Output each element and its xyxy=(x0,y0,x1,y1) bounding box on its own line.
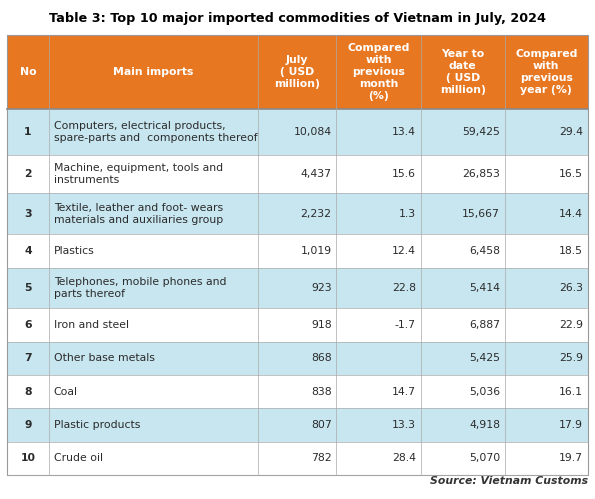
Bar xyxy=(7,194,588,234)
Text: 29.4: 29.4 xyxy=(559,127,583,137)
Text: 6,887: 6,887 xyxy=(469,320,500,330)
Bar xyxy=(7,375,588,408)
Bar xyxy=(7,267,588,308)
Bar xyxy=(7,342,588,375)
Text: Telephones, mobile phones and
parts thereof: Telephones, mobile phones and parts ther… xyxy=(54,277,226,299)
Text: Main imports: Main imports xyxy=(113,67,193,77)
Text: 2: 2 xyxy=(24,169,32,179)
Text: 14.4: 14.4 xyxy=(559,209,583,219)
Text: 26.3: 26.3 xyxy=(559,283,583,293)
Text: Other base metals: Other base metals xyxy=(54,353,155,363)
Text: Source: Vietnam Customs: Source: Vietnam Customs xyxy=(430,476,588,486)
Text: Textile, leather and foot- wears
materials and auxiliaries group: Textile, leather and foot- wears materia… xyxy=(54,203,223,225)
Text: 13.3: 13.3 xyxy=(392,420,416,430)
Text: 18.5: 18.5 xyxy=(559,246,583,256)
Text: 1,019: 1,019 xyxy=(300,246,331,256)
Bar xyxy=(336,35,421,109)
Text: Plastics: Plastics xyxy=(54,246,95,256)
Bar xyxy=(7,308,588,342)
Text: 10: 10 xyxy=(21,454,36,464)
Bar xyxy=(258,35,336,109)
Text: Compared
with
previous
year (%): Compared with previous year (%) xyxy=(515,49,578,95)
Text: 838: 838 xyxy=(311,387,331,397)
Text: 5,070: 5,070 xyxy=(469,454,500,464)
Text: 15.6: 15.6 xyxy=(392,169,416,179)
Text: July
( USD
million): July ( USD million) xyxy=(274,55,320,89)
Text: Coal: Coal xyxy=(54,387,78,397)
Text: 4,437: 4,437 xyxy=(300,169,331,179)
Text: 59,425: 59,425 xyxy=(462,127,500,137)
Text: 1.3: 1.3 xyxy=(399,209,416,219)
Text: 25.9: 25.9 xyxy=(559,353,583,363)
Text: Table 3: Top 10 major imported commodities of Vietnam in July, 2024: Table 3: Top 10 major imported commoditi… xyxy=(49,12,546,25)
Text: -1.7: -1.7 xyxy=(395,320,416,330)
Text: 807: 807 xyxy=(311,420,331,430)
Bar xyxy=(7,109,588,155)
Text: 14.7: 14.7 xyxy=(392,387,416,397)
Text: 4,918: 4,918 xyxy=(469,420,500,430)
Text: 16.1: 16.1 xyxy=(559,387,583,397)
Text: 868: 868 xyxy=(311,353,331,363)
Text: Iron and steel: Iron and steel xyxy=(54,320,129,330)
Text: 12.4: 12.4 xyxy=(392,246,416,256)
Text: 19.7: 19.7 xyxy=(559,454,583,464)
Text: Machine, equipment, tools and
instruments: Machine, equipment, tools and instrument… xyxy=(54,163,223,185)
Text: 3: 3 xyxy=(24,209,32,219)
Text: 13.4: 13.4 xyxy=(392,127,416,137)
Text: 22.8: 22.8 xyxy=(392,283,416,293)
Bar xyxy=(7,408,588,442)
Text: 15,667: 15,667 xyxy=(462,209,500,219)
Text: 8: 8 xyxy=(24,387,32,397)
Text: 918: 918 xyxy=(311,320,331,330)
Bar xyxy=(7,35,49,109)
Bar xyxy=(7,35,588,475)
Bar xyxy=(421,35,505,109)
Text: 16.5: 16.5 xyxy=(559,169,583,179)
Text: 22.9: 22.9 xyxy=(559,320,583,330)
Text: 782: 782 xyxy=(311,454,331,464)
Text: 5,414: 5,414 xyxy=(469,283,500,293)
Text: 9: 9 xyxy=(24,420,32,430)
Text: 6: 6 xyxy=(24,320,32,330)
Text: No: No xyxy=(20,67,36,77)
Text: 1: 1 xyxy=(24,127,32,137)
Text: 6,458: 6,458 xyxy=(469,246,500,256)
Text: 28.4: 28.4 xyxy=(392,454,416,464)
Text: Computers, electrical products,
spare-parts and  components thereof: Computers, electrical products, spare-pa… xyxy=(54,121,257,143)
Bar xyxy=(505,35,588,109)
Bar xyxy=(49,35,258,109)
Text: 5: 5 xyxy=(24,283,32,293)
Bar xyxy=(7,155,588,194)
Text: 7: 7 xyxy=(24,353,32,363)
Text: 5,036: 5,036 xyxy=(469,387,500,397)
Text: 2,232: 2,232 xyxy=(300,209,331,219)
Bar xyxy=(7,442,588,475)
Text: 17.9: 17.9 xyxy=(559,420,583,430)
Text: 5,425: 5,425 xyxy=(469,353,500,363)
Text: 923: 923 xyxy=(311,283,331,293)
Text: Plastic products: Plastic products xyxy=(54,420,140,430)
Text: 26,853: 26,853 xyxy=(462,169,500,179)
Text: Compared
with
previous
month
(%): Compared with previous month (%) xyxy=(347,43,410,101)
Text: Year to
date
( USD
million): Year to date ( USD million) xyxy=(440,49,486,95)
Text: 4: 4 xyxy=(24,246,32,256)
Text: Crude oil: Crude oil xyxy=(54,454,103,464)
Bar xyxy=(7,234,588,267)
Text: 10,084: 10,084 xyxy=(293,127,331,137)
